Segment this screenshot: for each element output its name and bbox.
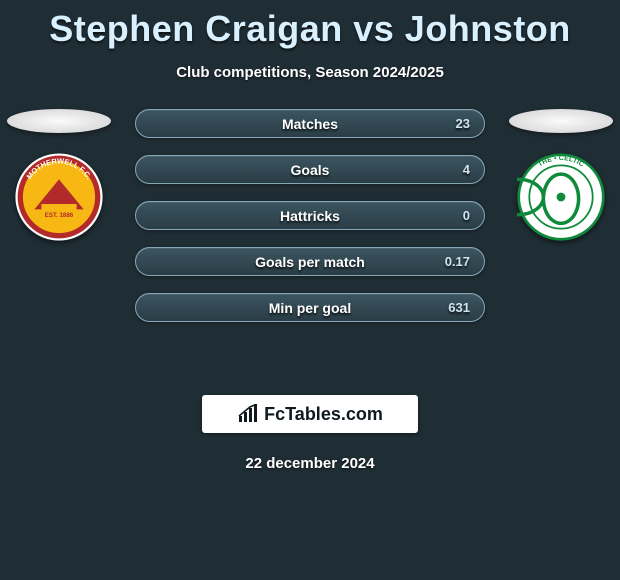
stat-value-right: 23 — [456, 110, 470, 137]
stat-label: Goals — [136, 162, 484, 178]
stat-label: Hattricks — [136, 208, 484, 224]
stat-value-right: 631 — [448, 294, 470, 321]
date-text: 22 december 2024 — [0, 455, 620, 472]
player-photo-placeholder-left — [7, 109, 111, 133]
stat-bar: Hattricks 0 — [135, 201, 485, 230]
right-player-column: THE • CELTIC — [506, 109, 616, 241]
brand-badge: FcTables.com — [202, 395, 418, 433]
bar-chart-icon — [237, 404, 259, 424]
stat-bar: Goals 4 — [135, 155, 485, 184]
motherwell-crest-icon: EST. 1886 MOTHERWELL F.C. — [15, 153, 103, 241]
comparison-title: Stephen Craigan vs Johnston — [0, 0, 620, 50]
right-team-crest: THE • CELTIC — [517, 153, 605, 241]
stat-bar: Min per goal 631 — [135, 293, 485, 322]
stat-label: Matches — [136, 116, 484, 132]
left-player-column: EST. 1886 MOTHERWELL F.C. — [4, 109, 114, 241]
stat-value-right: 4 — [463, 156, 470, 183]
player-photo-placeholder-right — [509, 109, 613, 133]
celtic-crest-icon: THE • CELTIC — [517, 153, 605, 241]
stat-bar: Goals per match 0.17 — [135, 247, 485, 276]
comparison-content: EST. 1886 MOTHERWELL F.C. THE • CELTIC — [0, 109, 620, 369]
stat-bar: Matches 23 — [135, 109, 485, 138]
stat-value-right: 0 — [463, 202, 470, 229]
brand-text: FcTables.com — [264, 404, 383, 425]
stat-value-right: 0.17 — [445, 248, 470, 275]
left-team-crest: EST. 1886 MOTHERWELL F.C. — [15, 153, 103, 241]
stat-label: Goals per match — [136, 254, 484, 270]
stat-bars: Matches 23 Goals 4 Hattricks 0 Goals per… — [135, 109, 485, 322]
stat-label: Min per goal — [136, 300, 484, 316]
svg-text:EST. 1886: EST. 1886 — [45, 212, 74, 219]
comparison-subtitle: Club competitions, Season 2024/2025 — [0, 64, 620, 81]
